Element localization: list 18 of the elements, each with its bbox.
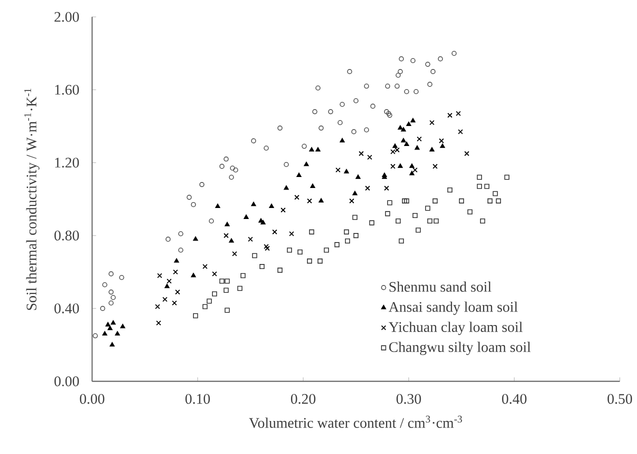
y-tick-label: 0.40 — [54, 304, 79, 314]
legend-label: Shenmu sand soil — [390, 282, 492, 292]
y-axis-title: Soil thermal conductivity / W·m$^{-1}$·K$^{-1}$ — [24, 88, 40, 310]
legend-label: Yichuan clay loam soil — [388, 322, 523, 335]
x-tick-label: 0.50 — [608, 394, 632, 404]
y-tick-label: 1.20 — [55, 158, 79, 168]
x-tick-label: 0.10 — [185, 394, 210, 404]
y-tick-label: 0.00 — [54, 376, 79, 386]
x-tick-label: 0.40 — [502, 394, 526, 404]
y-tick-label: 0.80 — [54, 230, 79, 241]
x-axis-title: Volumetric water content / cm$^{3}$·cm$^{-3}$ — [249, 416, 462, 428]
x-tick-label: 0.00 — [80, 394, 104, 404]
legend-label: Changwu silty loam soil — [389, 342, 531, 356]
y-tick-label: 1.60 — [55, 84, 79, 95]
x-tick-label: 0.30 — [396, 394, 421, 404]
x-tick-label: 0.20 — [290, 394, 316, 404]
y-tick-label: 2.00 — [54, 12, 79, 22]
legend-label: Ansai sandy loam soil — [388, 302, 518, 315]
